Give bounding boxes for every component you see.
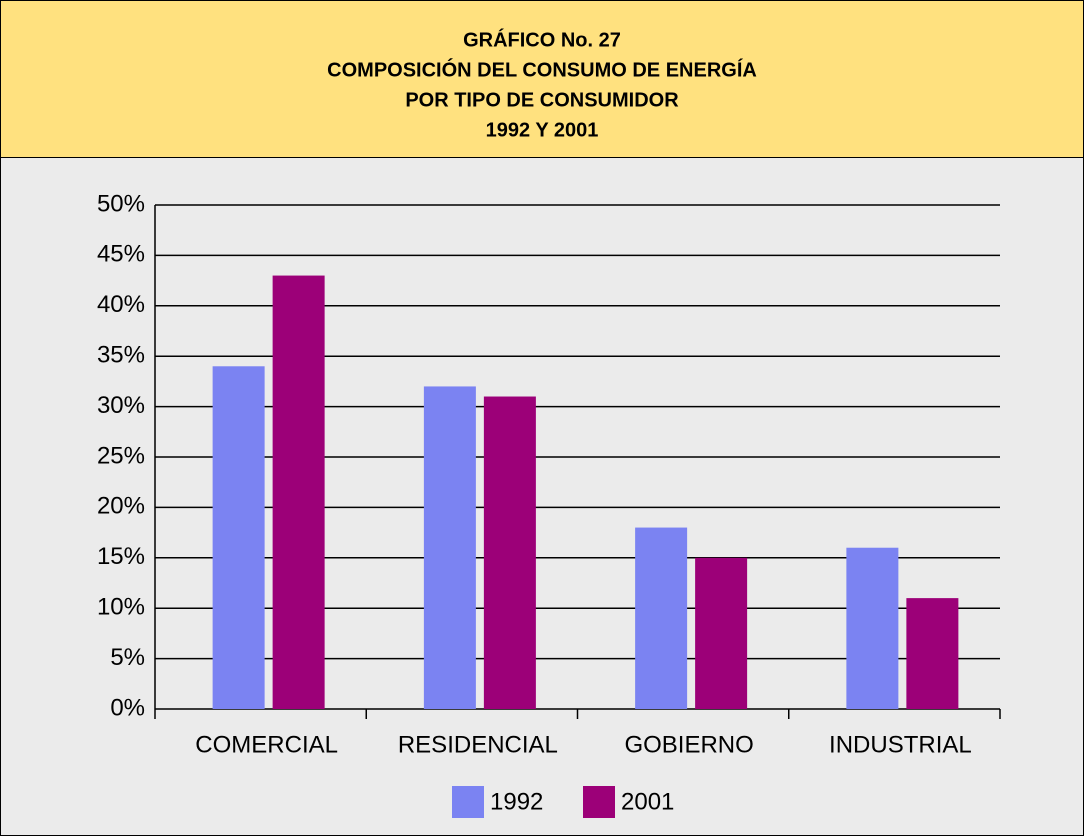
y-tick-label: 15%: [97, 543, 145, 570]
bar: [483, 396, 536, 709]
bar: [272, 275, 325, 709]
legend-label: 1992: [490, 788, 543, 815]
bar: [906, 598, 959, 709]
legend-swatch: [583, 786, 615, 818]
y-tick-label: 45%: [97, 241, 145, 268]
chart-title: POR TIPO DE CONSUMIDOR: [405, 89, 679, 111]
y-tick-label: 35%: [97, 342, 145, 369]
chart-title: 1992 Y 2001: [486, 119, 599, 141]
title-box: [0, 0, 1084, 158]
bar: [212, 366, 265, 709]
y-tick-label: 50%: [97, 190, 145, 217]
y-tick-label: 25%: [97, 442, 145, 469]
x-tick-label: INDUSTRIAL: [829, 731, 972, 758]
bar: [846, 547, 899, 709]
x-tick-label: RESIDENCIAL: [398, 731, 558, 758]
bar: [695, 557, 748, 709]
y-tick-label: 0%: [110, 694, 145, 721]
y-tick-label: 10%: [97, 594, 145, 621]
y-tick-label: 20%: [97, 493, 145, 520]
bar: [423, 386, 476, 709]
legend-swatch: [452, 786, 484, 818]
x-tick-label: COMERCIAL: [195, 731, 338, 758]
y-tick-label: 40%: [97, 291, 145, 318]
y-tick-label: 5%: [110, 644, 145, 671]
chart-title: GRÁFICO No. 27: [463, 28, 621, 51]
legend-label: 2001: [621, 788, 674, 815]
y-tick-label: 30%: [97, 392, 145, 419]
x-tick-label: GOBIERNO: [624, 731, 753, 758]
chart-title: COMPOSICIÓN DEL CONSUMO DE ENERGÍA: [327, 57, 757, 81]
bar: [635, 527, 688, 709]
